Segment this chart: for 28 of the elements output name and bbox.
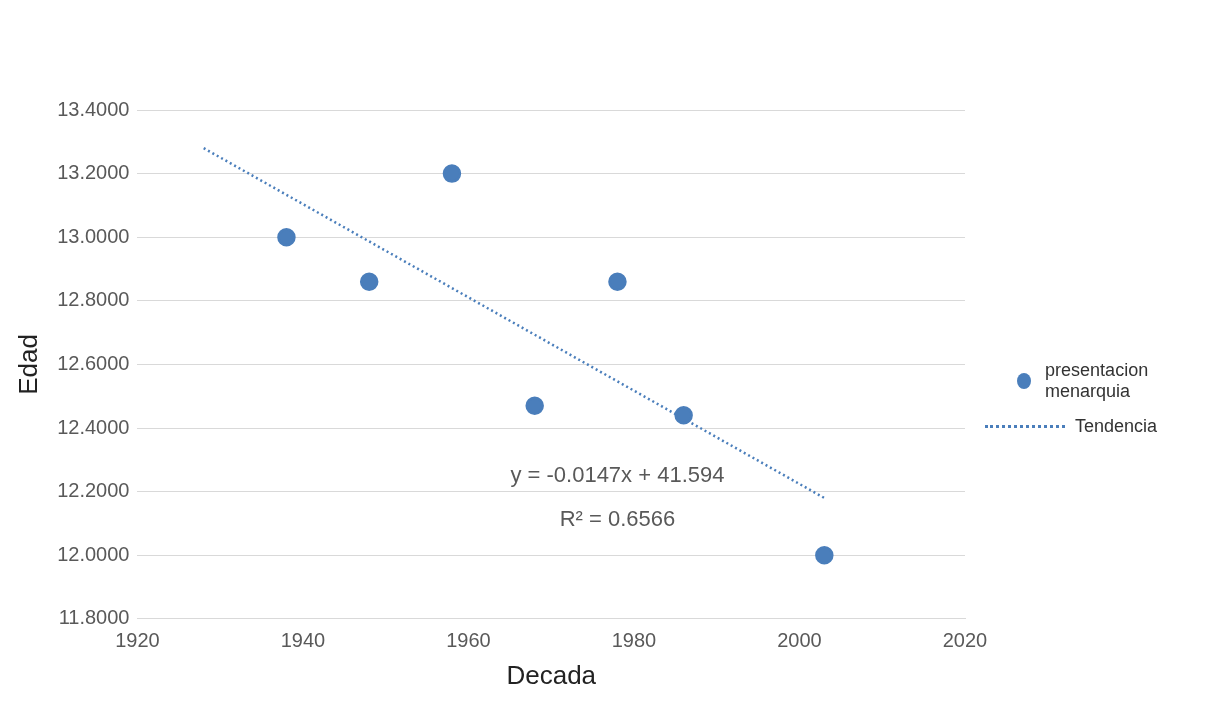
x-axis-title: Decada — [506, 659, 597, 690]
y-tick-label: 12.0000 — [57, 542, 130, 565]
y-tick-label: 12.4000 — [57, 415, 130, 438]
y-tick-label: 11.8000 — [58, 606, 130, 629]
x-tick-label: 2020 — [942, 629, 988, 652]
y-tick-label: 12.8000 — [57, 288, 130, 311]
point — [815, 545, 834, 565]
point — [608, 272, 627, 291]
y-tick-label: 13.4000 — [57, 97, 130, 120]
y-tick-label: 12.2000 — [57, 479, 130, 502]
point — [674, 406, 693, 425]
y-axis-title: Edad — [12, 334, 43, 395]
x-tick-label: 2000 — [777, 629, 822, 652]
legend-label: Tendencia — [1075, 416, 1158, 437]
y-tick-label: 13.2000 — [57, 161, 130, 184]
point — [525, 396, 544, 415]
point — [442, 164, 462, 183]
annotation: R² = 0.6566 — [559, 505, 676, 531]
point — [359, 272, 379, 291]
x-tick-label: 1980 — [611, 629, 657, 652]
x-tick-label: 1960 — [446, 629, 491, 652]
point — [277, 227, 296, 247]
annotation: y = -0.0147x + 41.594 — [510, 462, 725, 488]
y-tick-label: 12.6000 — [57, 351, 130, 374]
x-tick-label: 1920 — [115, 629, 160, 652]
y-tick-label: 13.0000 — [57, 224, 130, 247]
legend-label: presentacion menarquia — [1045, 360, 1150, 402]
x-tick-label: 1940 — [280, 629, 326, 652]
